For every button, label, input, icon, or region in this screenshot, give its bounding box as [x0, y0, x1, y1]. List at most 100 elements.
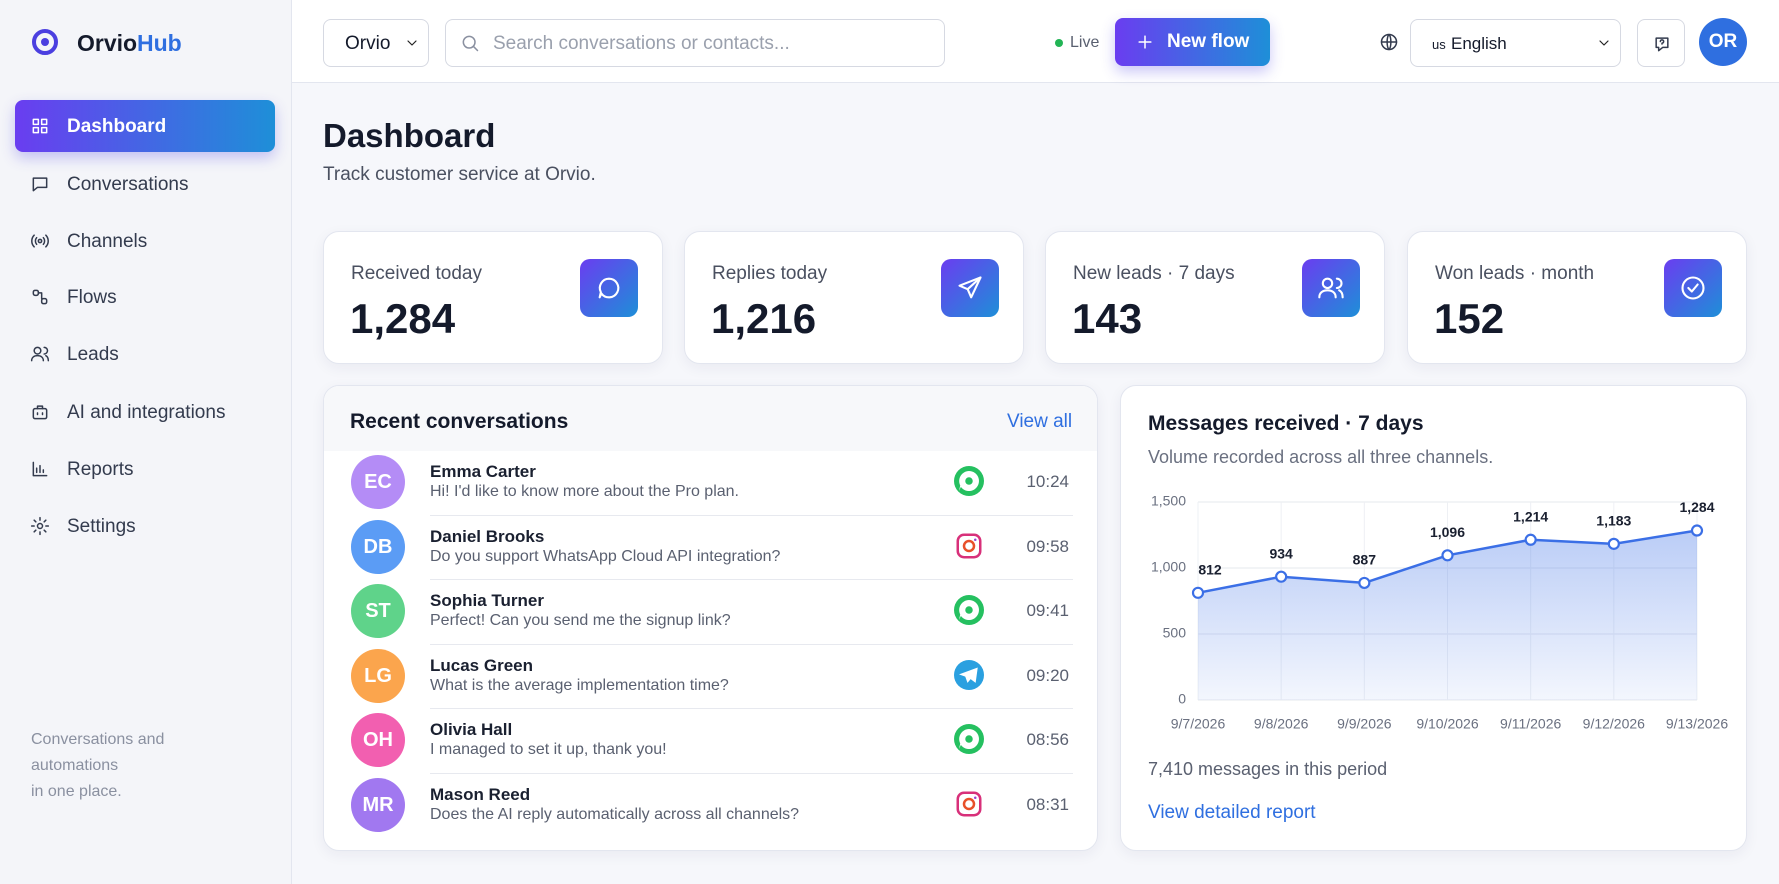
help-icon: [1652, 34, 1672, 59]
value-label: 1,214: [1513, 508, 1548, 524]
nav-icon: [30, 231, 50, 256]
nav-label: Settings: [67, 516, 136, 537]
chevron-glyph: [407, 40, 417, 46]
point: [1441, 549, 1454, 562]
chart-panel: Messages received · 7 days Volume recorde…: [1120, 385, 1747, 851]
nav-icon-glyph: [30, 346, 50, 362]
value-label: 812: [1198, 562, 1222, 578]
message-time: 09:20: [1026, 665, 1069, 685]
user-initials: OR: [1708, 31, 1738, 52]
nav-item[interactable]: Reports: [15, 443, 275, 495]
stat-icon: [580, 259, 638, 317]
message-time: 09:41: [1026, 601, 1069, 621]
page-title: Dashboard: [323, 117, 496, 154]
help-icon-glyph: [1655, 37, 1669, 52]
sidebar-footer-line: in one place.: [31, 783, 122, 800]
message-time: 09:58: [1026, 536, 1069, 556]
message-time: 10:24: [1026, 472, 1069, 491]
live-label: Live: [1070, 34, 1100, 51]
contact-avatar: LG: [351, 648, 405, 703]
language-select[interactable]: us English: [1410, 19, 1621, 67]
channel-glyph: [959, 600, 979, 621]
x-tick-label: 9/13/2026: [1666, 716, 1728, 732]
channel-glyph: [959, 471, 979, 491]
brand-second: Hub: [137, 30, 182, 56]
contact-name: Daniel Brooks: [430, 526, 545, 546]
nav-item[interactable]: Dashboard: [15, 100, 275, 152]
stat-glyph: [1679, 274, 1707, 307]
nav-icon: [30, 516, 50, 541]
logo-mark: [32, 29, 58, 55]
value-label: 1,183: [1596, 513, 1631, 529]
stat-label: New leads · 7 days: [1073, 263, 1235, 284]
y-tick-label: 1,000: [1151, 559, 1186, 575]
nav-item[interactable]: Flows: [15, 271, 275, 323]
contact-name: Olivia Hall: [430, 720, 513, 740]
x-tick-label: 9/9/2026: [1337, 716, 1392, 732]
conversation-row[interactable]: LG Lucas Green What is the average impleme…: [324, 643, 1097, 708]
chart-title: Messages received · 7 days: [1148, 412, 1424, 435]
recent-title: Recent conversations: [350, 410, 569, 433]
recent-header-bg: [324, 386, 1097, 451]
contact-initials: LG: [364, 664, 392, 687]
contact-initials: MR: [362, 794, 394, 816]
nav-item[interactable]: AI and integrations: [15, 386, 275, 438]
stat-icon: [941, 259, 999, 317]
language-label: English: [1451, 34, 1507, 53]
row-divider: [430, 708, 1073, 710]
value-label: 1,096: [1430, 524, 1465, 540]
nav-icon-glyph: [32, 461, 48, 477]
stat-card: Won leads · month 152: [1407, 231, 1747, 364]
contact-initials: EC: [364, 471, 392, 493]
nav-icon: [30, 174, 50, 199]
search-icon-glyph: [462, 35, 479, 52]
stat-card: Replies today 1,216: [684, 231, 1024, 364]
nav-item[interactable]: Leads: [15, 328, 275, 380]
nav-icon: [30, 459, 50, 484]
new-flow-label: New flow: [1167, 31, 1250, 52]
report-link[interactable]: View detailed report: [1148, 802, 1316, 823]
stat-icon: [1302, 259, 1360, 317]
y-tick-label: 0: [1178, 691, 1186, 707]
point: [1358, 576, 1371, 590]
search-placeholder: Search conversations or contacts...: [493, 33, 790, 54]
contact-message: Perfect! Can you send me the signup link…: [430, 612, 731, 630]
chart: 0 500 1,000 1,500 9/7/2026 9/8/2026 9/9/2026 9/…: [1151, 493, 1728, 732]
nav-item[interactable]: Channels: [15, 215, 275, 267]
row-divider: [430, 643, 1073, 645]
nav-item[interactable]: Settings: [15, 500, 275, 552]
value-label: 1,284: [1679, 499, 1714, 515]
page-subtitle: Track customer service at Orvio.: [323, 164, 596, 185]
channel-icon: [954, 466, 984, 496]
y-tick-label: 500: [1163, 625, 1187, 641]
workspace-label: Orvio: [345, 33, 391, 54]
stat-value: 1,216: [711, 295, 817, 342]
nav-label: Leads: [67, 344, 119, 365]
view-all-link[interactable]: View all: [1007, 411, 1073, 432]
help-button[interactable]: [1637, 19, 1685, 67]
row-divider: [430, 514, 1073, 516]
stat-card: New leads · 7 days 143: [1045, 231, 1385, 364]
contact-initials: OH: [363, 729, 393, 752]
conversation-row[interactable]: DB Daniel Brooks Do you support WhatsApp C…: [324, 514, 1097, 579]
channel-glyph: [959, 729, 979, 750]
search-box[interactable]: Search conversations or contacts...: [445, 19, 945, 67]
point: [1607, 537, 1620, 550]
conversation-row[interactable]: ST Sophia Turner Perfect! Can you send me …: [324, 579, 1097, 643]
conversation-row[interactable]: MR Mason Reed Does the AI reply automatica…: [324, 773, 1097, 837]
nav-label: Channels: [67, 231, 148, 252]
channel-icon: [954, 724, 984, 755]
conversation-row[interactable]: OH Olivia Hall I managed to set it up, tha…: [324, 708, 1097, 772]
new-flow-button[interactable]: New flow: [1115, 18, 1270, 66]
contact-avatar: ST: [351, 584, 405, 639]
stat-glyph: [956, 274, 984, 307]
user-avatar[interactable]: OR: [1699, 18, 1747, 66]
workspace-select[interactable]: Orvio: [323, 19, 429, 67]
point: [1524, 533, 1537, 546]
channel-icon: [954, 595, 984, 626]
nav-item[interactable]: Conversations: [15, 158, 275, 210]
conversation-row[interactable]: EC Emma Carter Hi! I'd like to know more a…: [324, 450, 1097, 514]
stat-glyph-glyph: [1318, 277, 1344, 299]
nav-icon: [30, 116, 50, 141]
